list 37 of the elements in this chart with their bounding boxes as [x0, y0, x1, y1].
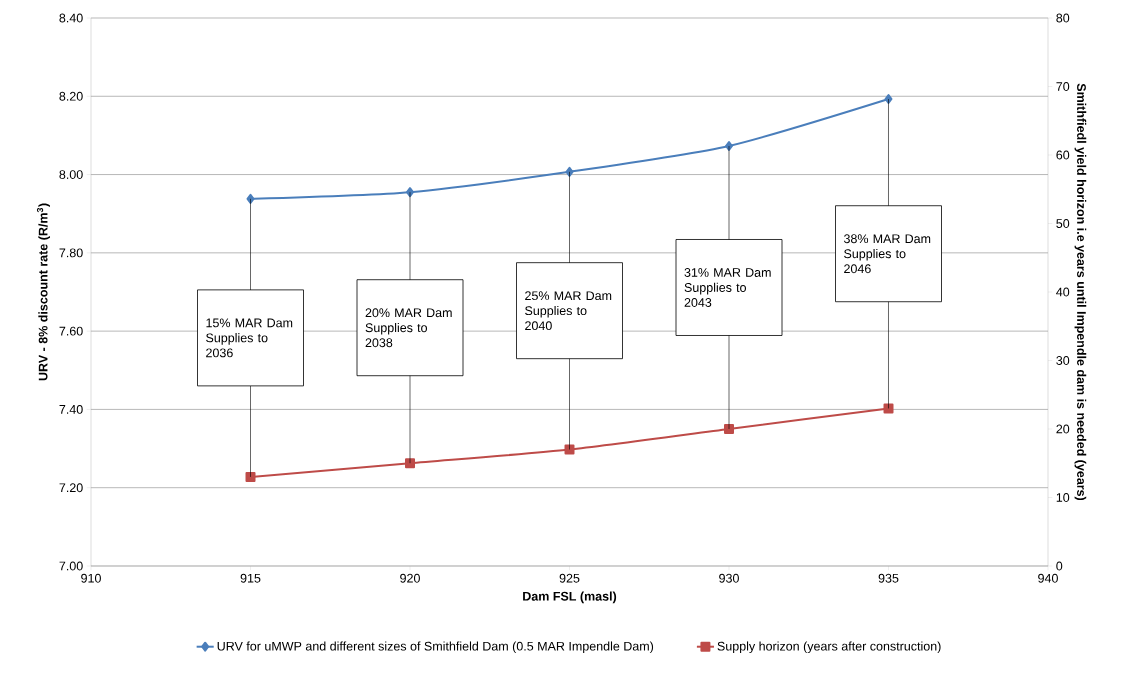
- y2-tick-label: 30: [1056, 356, 1070, 365]
- y2-axis-title: Smithfiedl yield horizon i.e years until Impendle dam is needed (years): [1074, 83, 1087, 501]
- x-tick-label: 915: [240, 573, 261, 583]
- x-axis-title: Dam FSL (masl): [523, 591, 617, 604]
- x-tick-label: 920: [400, 573, 420, 583]
- legend-label: Supply horizon (years after construction): [717, 641, 941, 654]
- y2-tick-label: 10: [1056, 493, 1070, 502]
- x-tick-label: 910: [81, 573, 101, 583]
- x-tick-label: 940: [1038, 573, 1058, 583]
- y2-tick-label: 0: [1056, 561, 1063, 571]
- y-tick-label: 7.00: [59, 561, 83, 571]
- y2-tick-label: 50: [1056, 219, 1070, 228]
- y-tick-label: 7.20: [59, 483, 83, 493]
- y2-tick-label: 40: [1056, 287, 1070, 297]
- annotation: 15% MAR Dam Supplies to 2036: [206, 318, 293, 358]
- legend-label: URV for uMWP and different sizes of Smithfield Dam (0.5 MAR Impendle Dam): [217, 641, 654, 654]
- x-tick-label: 930: [719, 573, 739, 583]
- y-tick-label: 8.20: [59, 91, 83, 101]
- y-tick-label: 7.60: [59, 326, 83, 336]
- y-tick-label: 8.40: [59, 13, 83, 23]
- y-tick-label: 7.40: [59, 405, 83, 414]
- y2-tick-label: 70: [1056, 82, 1070, 91]
- annotation: 20% MAR Dam Supplies to 2038: [365, 308, 452, 348]
- point: [564, 444, 575, 455]
- x-tick-label: 925: [559, 573, 580, 583]
- annotation: 31% MAR Dam Supplies to 2043: [684, 268, 771, 307]
- y-axis-title: URV - 8% discount rate (R/m$^{3}$): [36, 203, 51, 381]
- y2-tick-label: 60: [1056, 150, 1070, 160]
- annotation: 38% MAR Dam Supplies to 2046: [843, 234, 931, 274]
- y2-tick-label: 80: [1056, 13, 1070, 23]
- x-tick-label: 935: [878, 573, 899, 583]
- point: [883, 403, 894, 414]
- y-tick-label: 7.80: [59, 248, 83, 258]
- y-tick-label: 8.00: [59, 170, 83, 179]
- annotation: 25% MAR Dam Supplies to 2040: [525, 291, 612, 331]
- y2-tick-label: 20: [1056, 424, 1070, 434]
- point: [245, 471, 256, 482]
